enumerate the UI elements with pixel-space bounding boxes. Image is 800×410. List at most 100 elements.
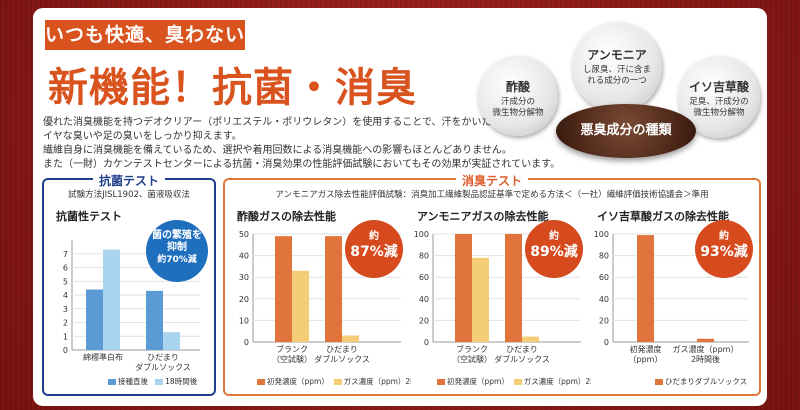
y-tick-label: 5 (63, 277, 68, 286)
badge-line: 抑制 (167, 242, 187, 253)
legend-swatch (155, 379, 164, 385)
isovaleric-badge: 約 93%減 (695, 220, 753, 278)
antibacterial-badge: 菌の繁殖を 抑制 約70%減 (146, 220, 208, 282)
antibacterial-chart-svg: 0 1 2 3 4 5 6 7 綿標準白布 ひだまりダブルソックス (63, 240, 200, 372)
legend-swatch (513, 379, 522, 385)
ammonia-legend: 初発濃度（ppm） ガス濃度（ppm）2時間後 (437, 376, 613, 387)
odor-bubble-acetic: 酢酸 汗成分の 微生物分解物 (478, 56, 558, 136)
badge-top: 約 (549, 231, 559, 242)
bar (455, 234, 472, 342)
tagline-banner: いつも快適、臭わない (45, 20, 245, 50)
legend-swatch (333, 379, 342, 385)
y-tick-label: 50 (239, 230, 249, 239)
y-tick-label: 80 (599, 252, 609, 261)
isovaleric-legend: ひだまりダブルソックス (655, 376, 747, 387)
antibacterial-title: 抗菌テスト (92, 174, 165, 188)
odor-title: イソ吉草酸 (688, 80, 749, 94)
y-tick-label: 10 (239, 316, 249, 325)
x-tick-label: 2時間後 (691, 354, 720, 364)
legend-label: 初発濃度（ppm） (267, 377, 329, 386)
x-tick-label: 綿標準白布 (83, 352, 123, 362)
ammonia-chart-svg: 0 20 40 60 80 100 ブランク（空試験） ひだまりダブルソックス (414, 230, 581, 364)
deodorant-title: 消臭テスト (455, 174, 528, 188)
x-tick-label: ひだまり (326, 345, 358, 354)
y-tick-label: 2 (63, 319, 68, 328)
y-tick-label: 40 (239, 252, 249, 261)
bar (163, 332, 180, 350)
y-tick-label: 4 (63, 291, 68, 300)
odor-diagram: 酢酸 汗成分の 微生物分解物 アンモニア し尿臭、汗に含ま れる成分の一つ イソ… (468, 14, 768, 164)
y-tick-label: 0 (244, 338, 249, 347)
y-tick-label: 7 (63, 250, 68, 259)
ammonia-badge: 約 89%減 (525, 220, 583, 278)
isovaleric-chart: イソ吉草酸ガスの除去性能 0 20 40 60 80 100 初発濃度 （ppm） ガス濃度（p… (591, 204, 755, 390)
x-tick-label: ダブルソックス (494, 354, 550, 364)
legend-swatch (437, 379, 445, 385)
odor-title: アンモニア (587, 48, 647, 62)
description-line: イヤな臭いや足の臭いをしっかり抑えます。 (43, 131, 242, 142)
description: 優れた消臭機能を持つデオクリアー（ポリエステル・ポリウレタン）を使用することで、… (43, 116, 563, 172)
bar (505, 234, 522, 342)
y-tick-label: 30 (239, 273, 249, 282)
y-tick-label: 0 (604, 338, 609, 347)
legend-swatch (257, 379, 265, 385)
legend-label: ガス濃度（ppm）2時間後 (523, 377, 613, 386)
acetic-legend: 初発濃度（ppm） ガス濃度（ppm）2時間後 (257, 376, 433, 387)
x-tick-label: ダブルソックス (135, 362, 191, 372)
x-tick-label: ブランク (456, 344, 488, 354)
y-tick-label: 40 (599, 295, 609, 304)
y-tick-label: 6 (63, 264, 68, 273)
description-line: 繊維自身に消臭機能を備えているため、選択や着用回数による消臭機能への影響もほとん… (43, 145, 512, 156)
y-tick-label: 0 (63, 346, 68, 355)
description-line: また（一財）カケンテストセンターによる抗菌・消臭効果の性能評価試験においてもその… (43, 159, 561, 170)
bar (342, 335, 359, 342)
bar (522, 336, 539, 342)
bar (292, 270, 309, 342)
chart-title: 抗菌性テスト (56, 210, 122, 223)
y-tick-label: 0 (424, 338, 429, 347)
ammonia-chart: アンモニアガスの除去性能 0 20 40 60 80 100 ブランク （空試験） ひだまり ダブ… (411, 204, 613, 390)
legend-label: 初発濃度（ppm） (447, 377, 509, 386)
bar (275, 236, 292, 342)
badge-main: 87%減 (350, 244, 398, 260)
antibacterial-method: 試験方法JISL1902、菌液吸収法 (68, 190, 190, 200)
y-tick-label: 100 (594, 230, 609, 239)
x-tick-label: ひだまり (506, 345, 538, 354)
bar (697, 338, 714, 342)
chart-title: イソ吉草酸ガスの除去性能 (597, 210, 729, 223)
odor-sub: 足臭、汗成分の 微生物分解物 (689, 97, 749, 118)
y-tick-label: 20 (419, 316, 429, 325)
headline: 新機能！抗菌・消臭 (48, 64, 417, 111)
acetic-chart-svg: 0 10 20 30 40 50 ブランク（空試験） ひだまりダブルソックス (239, 230, 401, 364)
y-tick-label: 1 (63, 332, 68, 341)
y-tick-label: 100 (414, 230, 429, 239)
x-tick-label: ダブルソックス (314, 354, 370, 364)
y-tick-label: 80 (419, 252, 429, 261)
odor-core: 悪臭成分の種類 (556, 104, 696, 158)
legend-label: ガス濃度（ppm）2時間後 (343, 377, 433, 386)
bar (86, 289, 103, 350)
chart-title: 酢酸ガスの除去性能 (237, 210, 336, 223)
legend-swatch (655, 379, 663, 385)
badge-main: 93%減 (700, 244, 748, 260)
y-tick-label: 20 (599, 316, 609, 325)
antibacterial-chart: 抗菌性テスト 0 1 2 3 4 5 6 7 綿標準白布 ひだまり ダブルソックス 菌の繁殖を 抑制… (50, 204, 208, 390)
y-tick-label: 3 (63, 305, 68, 314)
y-tick-label: 60 (599, 273, 609, 282)
isovaleric-chart-svg: 0 20 40 60 80 100 初発濃度（ppm） ガス濃度（ppm）2時間後 (594, 230, 749, 364)
bar (325, 236, 342, 342)
legend-swatch (108, 379, 116, 385)
antibacterial-legend: 接種直後 18時間後 (108, 376, 197, 387)
chart-title: アンモニアガスの除去性能 (417, 210, 549, 223)
badge-top: 約 (719, 231, 729, 242)
badge-line: 菌の繁殖を (152, 230, 202, 241)
x-tick-label: ガス濃度（ppm） (673, 344, 739, 354)
acetic-badge: 約 87%減 (345, 220, 403, 278)
odor-bubble-ammonia: アンモニア し尿臭、汗に含ま れる成分の一つ (572, 22, 662, 112)
x-tick-label: 初発濃度 (630, 344, 662, 354)
deodorant-method: アンモニアガス除去性能評価試験：消臭加工繊維製品認証基準で定める方法＜（一社）繊… (275, 190, 709, 200)
badge-line: 約70%減 (157, 255, 197, 265)
deodorant-section: 消臭テスト アンモニアガス除去性能評価試験：消臭加工繊維製品認証基準で定める方法… (223, 174, 761, 396)
bar (637, 235, 654, 342)
description-line: 優れた消臭機能を持つデオクリアー（ポリエステル・ポリウレタン）を使用することで、… (43, 117, 512, 128)
